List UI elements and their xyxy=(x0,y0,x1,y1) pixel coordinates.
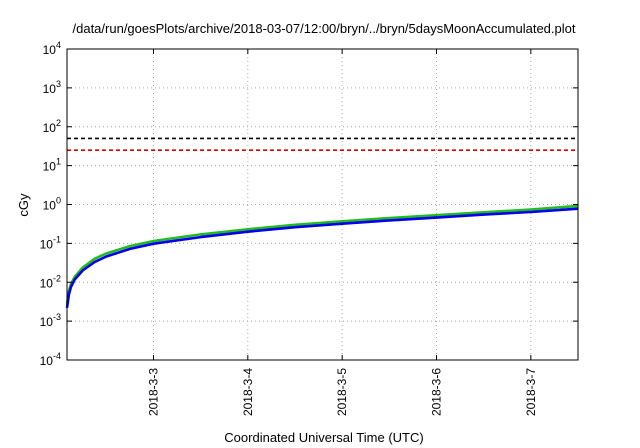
y-tick-label: 103 xyxy=(43,79,61,96)
x-tick-label: 2018-3-5 xyxy=(335,368,349,416)
y-tick-label: 101 xyxy=(43,157,61,174)
y-tick-label: 102 xyxy=(43,118,61,135)
y-tick-label: 100 xyxy=(43,196,61,213)
y-tick-base: 10 xyxy=(43,199,57,213)
y-tick-exponent: 2 xyxy=(56,118,61,128)
y-tick-exponent: 0 xyxy=(56,196,61,206)
y-tick-base: 10 xyxy=(43,43,57,57)
y-tick-base: 10 xyxy=(43,121,57,135)
y-tick-label: 10-4 xyxy=(40,351,61,368)
y-tick-exponent: -2 xyxy=(53,273,61,283)
y-tick-label: 10-1 xyxy=(40,234,61,251)
y-tick-exponent: 1 xyxy=(56,157,61,167)
y-tick-base: 10 xyxy=(43,82,57,96)
grid xyxy=(67,49,578,360)
x-tick-label: 2018-3-7 xyxy=(524,368,538,416)
y-tick-base: 10 xyxy=(43,160,57,174)
y-tick-exponent: 4 xyxy=(56,40,61,50)
y-tick-base: 10 xyxy=(40,315,54,329)
y-tick-base: 10 xyxy=(40,354,54,368)
series-lines xyxy=(65,204,579,308)
y-tick-base: 10 xyxy=(40,276,54,290)
y-tick-exponent: 3 xyxy=(56,79,61,89)
x-tick-label: 2018-3-3 xyxy=(146,368,160,416)
y-tick-base: 10 xyxy=(40,237,54,251)
y-tick-label: 104 xyxy=(43,40,61,57)
y-tick-exponent: -4 xyxy=(53,351,61,361)
y-axis-label: cGy xyxy=(16,193,31,217)
x-axis-label: Coordinated Universal Time (UTC) xyxy=(224,430,423,445)
x-tick-label: 2018-3-6 xyxy=(429,368,443,416)
threshold-lines xyxy=(67,137,578,151)
y-tick-exponent: -3 xyxy=(53,312,61,322)
series-line xyxy=(65,204,579,304)
x-tick-label: 2018-3-4 xyxy=(241,368,255,416)
y-tick-label: 10-2 xyxy=(40,273,61,290)
series-line xyxy=(65,207,579,308)
y-tick-label: 10-3 xyxy=(40,312,61,329)
y-tick-exponent: -1 xyxy=(53,234,61,244)
x-axis-ticks: 2018-3-3 2018-3-4 2018-3-5 2018-3-6 2018-3-7 xyxy=(146,49,538,416)
chart-title: /data/run/goesPlots/archive/2018-03-07/1… xyxy=(73,21,576,36)
